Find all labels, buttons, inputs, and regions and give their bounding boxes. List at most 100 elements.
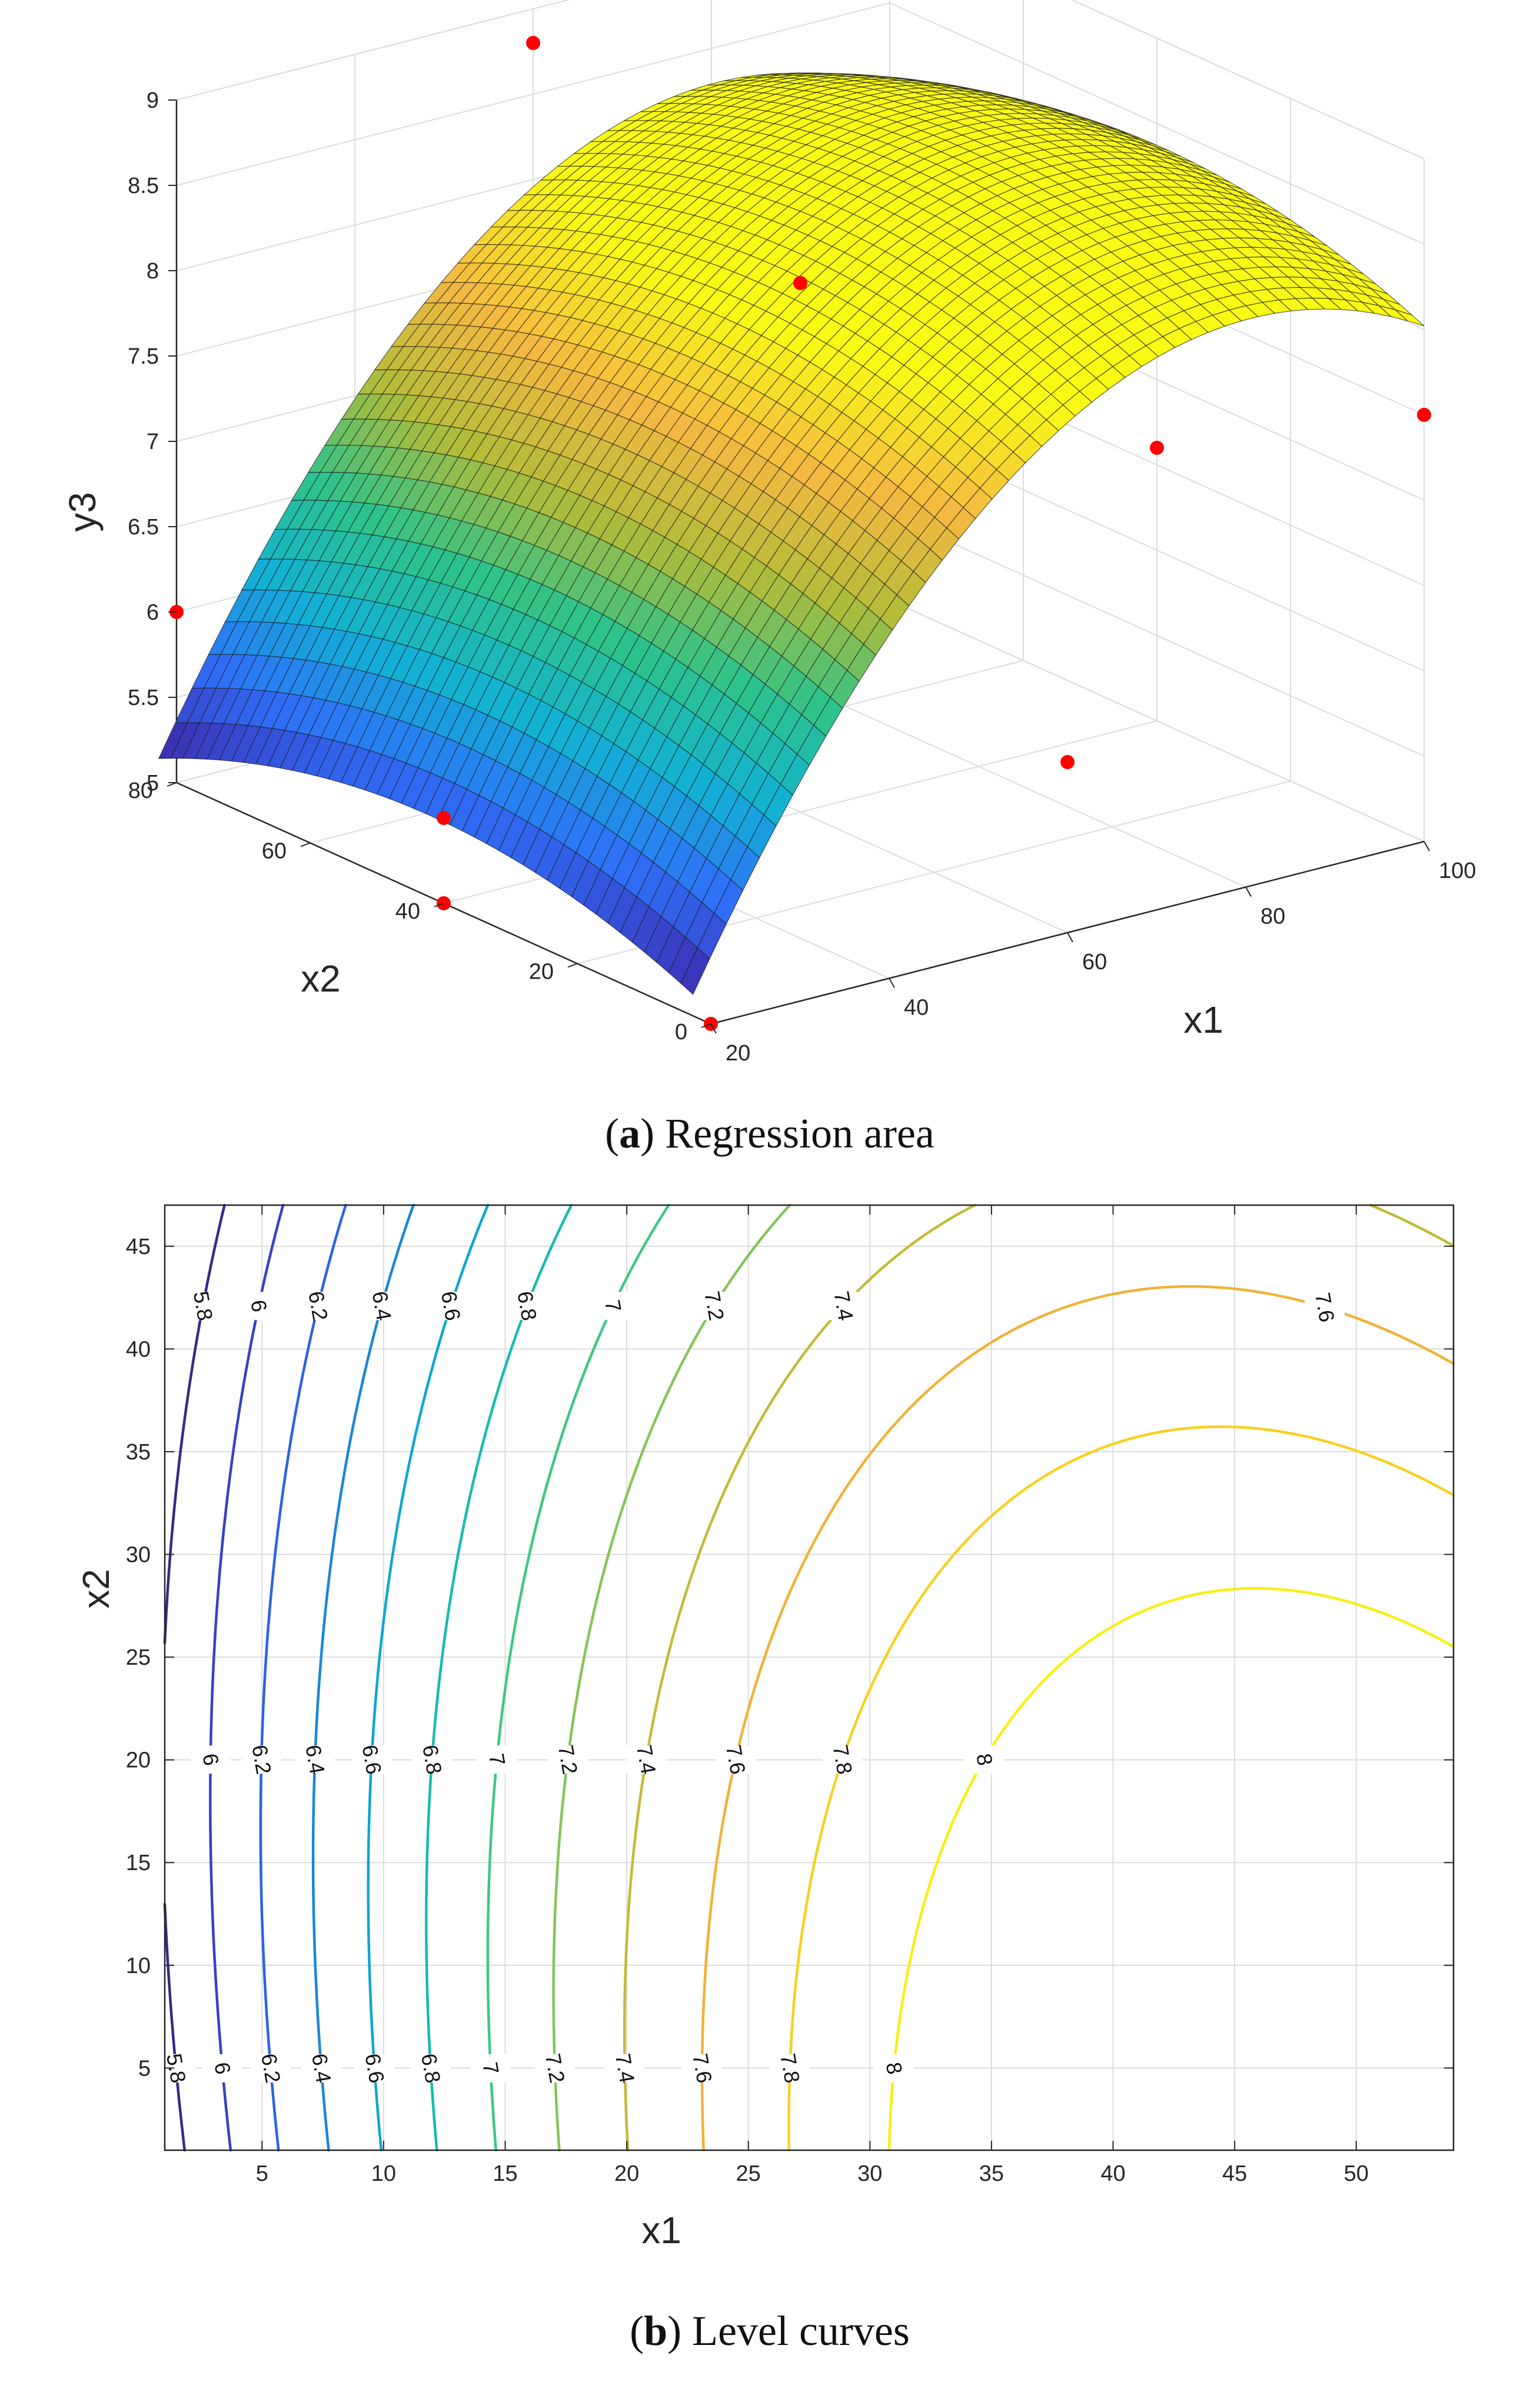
- contour-line-8: [887, 1586, 1455, 2152]
- contour-label-bg: [295, 1745, 335, 1774]
- caption-a: (a) Regression area: [605, 1110, 934, 1157]
- x-tick-mark: [1067, 932, 1073, 943]
- contour-line-7.6: [700, 1285, 1455, 2152]
- contour-label-bg: [251, 2054, 291, 2083]
- y-tick-label: 15: [126, 1851, 151, 1875]
- caption-a-letter: a: [619, 1110, 640, 1157]
- contour-label-bg: [156, 2054, 197, 2083]
- caption-b-text: ) Level curves: [667, 2307, 910, 2354]
- contour-label-bg: [477, 1745, 517, 1774]
- contour-label-bg: [182, 1292, 223, 1320]
- x-tick-mark: [1245, 887, 1252, 897]
- contour-label: 6.4: [367, 1289, 396, 1322]
- data-point: [1060, 755, 1075, 769]
- y-tick-label: 60: [262, 839, 287, 864]
- contour-label: 7.6: [1311, 1290, 1339, 1323]
- x-tick-label: 100: [1439, 859, 1476, 883]
- data-point: [526, 36, 540, 50]
- contour-label: 6.6: [357, 1743, 386, 1776]
- y-axis-label: x2: [75, 1569, 117, 1609]
- contour-label: 6.2: [257, 2052, 285, 2085]
- contour-label-bg: [874, 2054, 914, 2083]
- contour-label-bg: [694, 1292, 734, 1320]
- contour-label: 5.8: [189, 1289, 218, 1322]
- x-tick-label: 40: [1100, 2161, 1125, 2186]
- y-tick-label: 45: [126, 1235, 151, 1259]
- z-tick-label: 5.5: [128, 686, 159, 710]
- contour-label-bg: [547, 1745, 588, 1774]
- contour-line-7.8: [787, 1425, 1455, 2152]
- contour-labels: 5.85.86666.26.26.26.46.46.46.66.66.66.86…: [156, 1289, 1345, 2085]
- y-tick-mark: [567, 963, 578, 968]
- y-tick-label: 40: [395, 899, 420, 924]
- contour-label-bg: [430, 1292, 471, 1320]
- contour-label-bg: [202, 2054, 242, 2083]
- x-tick-label: 40: [904, 996, 929, 1020]
- contour-label: 7.8: [828, 1743, 857, 1776]
- x-tick-label: 20: [614, 2161, 639, 2186]
- contour-label: 6.8: [513, 1289, 541, 1322]
- contour-line-6.6: [367, 1203, 490, 2152]
- z-tick-label: 7.5: [128, 344, 159, 369]
- y-tick-label: 20: [126, 1748, 151, 1773]
- contour-plot-background: [165, 1205, 1453, 2150]
- x-tick-label: 60: [1082, 950, 1107, 974]
- contour-label: 6.4: [307, 2052, 336, 2085]
- contour-label-bg: [534, 2054, 575, 2083]
- contour-label-bg: [964, 1745, 1005, 1774]
- contour-label: 7.4: [829, 1289, 858, 1322]
- y-tick-label: 30: [126, 1543, 151, 1568]
- contour-label: 6.8: [417, 2052, 445, 2085]
- x-axis-label: x1: [1183, 999, 1223, 1041]
- x-tick-label: 15: [493, 2161, 517, 2186]
- surface-patch: [680, 947, 710, 995]
- contour-label-bg: [626, 1745, 666, 1774]
- x-tick-label: 20: [726, 1041, 750, 1066]
- contour-label-bg: [351, 1745, 392, 1774]
- wall-grid-line: [176, 2, 1425, 245]
- caption-b: (b) Level curves: [630, 2307, 910, 2354]
- x-tick-label: 30: [857, 2161, 882, 2186]
- contour-label-bg: [301, 2054, 341, 2083]
- x-tick-label: 45: [1222, 2161, 1247, 2186]
- contour-label: 6.6: [360, 2052, 389, 2085]
- y-tick-label: 35: [126, 1440, 151, 1465]
- x-tick-mark: [889, 978, 895, 988]
- contour-line-7.4: [623, 1203, 1455, 2152]
- contour-label-bg: [823, 1292, 864, 1320]
- contour-label: 7.6: [721, 1743, 750, 1776]
- contour-label-bg: [715, 1745, 756, 1774]
- contour-label-bg: [298, 1292, 338, 1320]
- contour-label: 7.6: [688, 2052, 717, 2085]
- y-tick-label: 25: [126, 1645, 151, 1670]
- contour-label-bg: [241, 1745, 282, 1774]
- contour-plot: 5.85.86666.26.26.26.46.46.46.66.66.66.86…: [75, 1203, 1455, 2354]
- contour-label-bg: [238, 1292, 279, 1320]
- contour-label-bg: [604, 2054, 645, 2083]
- contour-label: 7.2: [700, 1289, 729, 1322]
- contour-label-bg: [593, 1292, 633, 1320]
- z-tick-label: 7: [147, 430, 159, 454]
- y-tick-label: 80: [128, 779, 153, 803]
- x-tick-label: 5: [256, 2161, 268, 2186]
- data-point: [1417, 408, 1431, 422]
- x-axis-label: x1: [641, 2209, 681, 2251]
- contour-label: 6.2: [304, 1289, 332, 1322]
- z-axis-label: y3: [61, 492, 104, 532]
- contour-line-7: [486, 1203, 670, 2152]
- z-tick-label: 6: [147, 600, 159, 625]
- contour-label: 6.8: [418, 1743, 447, 1776]
- contour-label-bg: [770, 2054, 810, 2083]
- contour-label-bg: [361, 1292, 402, 1320]
- contour-label-bg: [822, 1745, 863, 1774]
- data-points: [169, 36, 1431, 1031]
- z-tick-label: 9: [147, 88, 159, 113]
- x-tick-label: 35: [979, 2161, 1004, 2186]
- z-tick-label: 6.5: [128, 515, 159, 540]
- contour-tick-labels: 5 10 15 20 25 30 35 40 45 50 5 10 15 20 25 30 35 40 45: [126, 1205, 1453, 2186]
- contour-label: 7.4: [632, 1743, 661, 1776]
- contour-label-bg: [1305, 1293, 1345, 1322]
- x-tick-label: 10: [371, 2161, 396, 2186]
